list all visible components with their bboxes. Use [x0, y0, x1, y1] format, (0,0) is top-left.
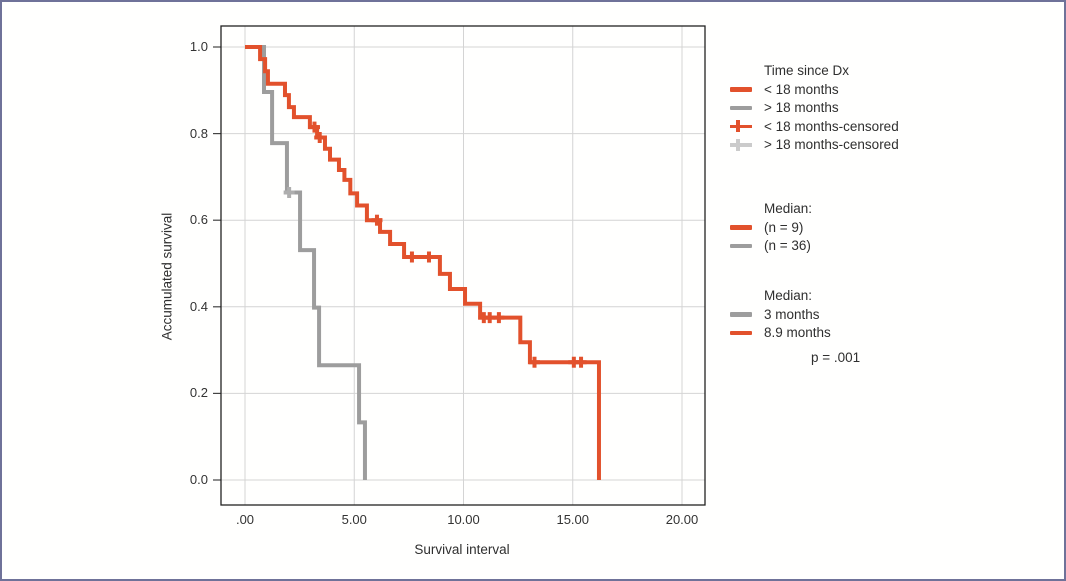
- legend-item-label: 3 months: [764, 306, 820, 322]
- legend-median-months: Median: 3 months 8.9 months: [730, 287, 1040, 342]
- series-line-icon: [730, 326, 754, 339]
- series-line-icon: [730, 308, 754, 321]
- legend-time-since-dx: Time since Dx < 18 months > 18 months < 18…: [730, 62, 1040, 154]
- legend-item: > 18 months-censored: [730, 136, 1040, 155]
- plus-vertical-bar: [736, 138, 740, 151]
- series-line-icon: [730, 83, 754, 96]
- x-tick-label: 15.00: [556, 512, 590, 527]
- legend-item-label: (n = 36): [764, 238, 811, 254]
- x-tick-label: 5.00: [341, 512, 367, 527]
- plus-horizontal-bar: [730, 124, 752, 129]
- legend-item-label: 8.9 months: [764, 325, 831, 341]
- series-line-icon: [730, 239, 754, 252]
- legend-title: Time since Dx: [764, 63, 850, 78]
- censored-plus-icon: [730, 138, 754, 151]
- x-tick-label: 10.00: [447, 512, 480, 527]
- legend-title: Median:: [764, 201, 813, 216]
- legend-item: 3 months: [730, 305, 1040, 324]
- x-tick-label: .00: [235, 512, 255, 527]
- plus-vertical-bar: [736, 120, 740, 133]
- legend-item: 8.9 months: [730, 324, 1040, 343]
- y-tick-label: 0.0: [189, 472, 208, 487]
- y-axis-title: Accumulated survival: [159, 212, 175, 341]
- y-tick-label: 0.6: [189, 212, 208, 228]
- y-tick-label: 0.4: [189, 298, 208, 314]
- series-line-swatch: [730, 105, 752, 111]
- legend-item: (n = 9): [730, 218, 1040, 237]
- y-tick-label: 0.2: [189, 385, 208, 401]
- legend-item: < 18 months: [730, 80, 1040, 99]
- curve-gt-18-months: [245, 45, 367, 480]
- series-line-swatch: [730, 312, 752, 317]
- legend-median-n: Median: (n = 9) (n = 36): [730, 200, 1040, 255]
- series-line-swatch: [730, 225, 752, 230]
- legend-item-label: (n = 9): [764, 219, 804, 235]
- legend-item: < 18 months-censored: [730, 117, 1040, 136]
- legend-item-label: < 18 months-censored: [764, 118, 899, 134]
- legend-item: (n = 36): [730, 237, 1040, 256]
- y-tick-label: 1.0: [189, 39, 208, 54]
- plot-frame: [220, 25, 706, 506]
- legend-item-label: < 18 months: [764, 81, 839, 97]
- series-line-swatch: [730, 243, 752, 249]
- legend-item: > 18 months: [730, 99, 1040, 118]
- series-line-swatch: [730, 330, 752, 336]
- legend-item-label: > 18 months: [764, 100, 839, 116]
- series-line-icon: [730, 101, 754, 114]
- censored-plus-icon: [730, 120, 754, 133]
- x-tick-label: 20.00: [665, 512, 699, 527]
- legend-item-label: > 18 months-censored: [764, 137, 899, 153]
- series-line-icon: [730, 221, 754, 234]
- y-tick-label: 0.8: [189, 125, 208, 141]
- curve-lt-18-months: [245, 45, 601, 480]
- p-value-label: p = .001: [811, 350, 861, 365]
- plus-horizontal-bar: [730, 143, 752, 147]
- x-axis-title: Survival interval: [414, 542, 510, 557]
- legend-title: Median:: [764, 288, 813, 303]
- series-line-swatch: [730, 87, 752, 92]
